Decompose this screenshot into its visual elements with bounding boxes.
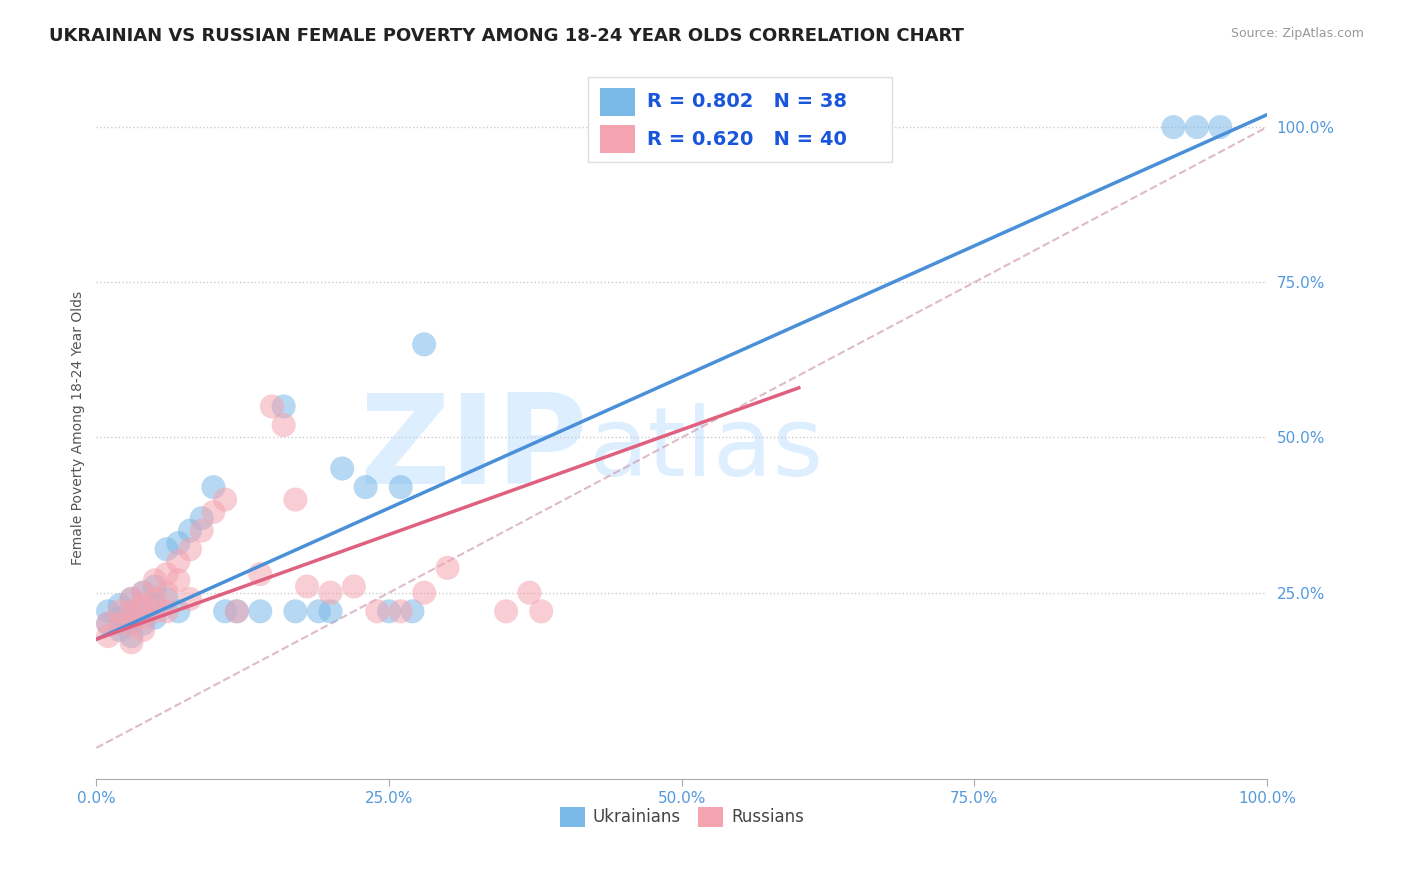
- Point: [413, 585, 436, 599]
- Point: [225, 604, 247, 618]
- Point: [132, 610, 155, 624]
- Point: [202, 505, 225, 519]
- Point: [143, 579, 166, 593]
- Point: [132, 616, 155, 631]
- Point: [108, 598, 131, 612]
- Point: [366, 604, 388, 618]
- Point: [413, 337, 436, 351]
- Point: [121, 635, 143, 649]
- FancyBboxPatch shape: [588, 78, 893, 161]
- Point: [308, 604, 330, 618]
- Text: ZIP: ZIP: [360, 389, 588, 509]
- Point: [343, 579, 366, 593]
- Point: [202, 480, 225, 494]
- Point: [143, 574, 166, 588]
- Point: [249, 567, 271, 582]
- Point: [132, 585, 155, 599]
- Point: [530, 604, 553, 618]
- Point: [108, 610, 131, 624]
- Text: Source: ZipAtlas.com: Source: ZipAtlas.com: [1230, 27, 1364, 40]
- Point: [225, 604, 247, 618]
- Point: [190, 511, 212, 525]
- Point: [167, 555, 190, 569]
- Point: [495, 604, 517, 618]
- Point: [97, 629, 120, 643]
- Point: [179, 542, 201, 557]
- Text: UKRAINIAN VS RUSSIAN FEMALE POVERTY AMONG 18-24 YEAR OLDS CORRELATION CHART: UKRAINIAN VS RUSSIAN FEMALE POVERTY AMON…: [49, 27, 965, 45]
- Point: [97, 616, 120, 631]
- Point: [284, 604, 307, 618]
- Point: [108, 623, 131, 637]
- Legend: Ukrainians, Russians: Ukrainians, Russians: [553, 800, 810, 834]
- Point: [155, 604, 177, 618]
- Y-axis label: Female Poverty Among 18-24 Year Olds: Female Poverty Among 18-24 Year Olds: [72, 291, 86, 566]
- Point: [121, 591, 143, 606]
- Point: [167, 574, 190, 588]
- Point: [330, 461, 353, 475]
- Point: [249, 604, 271, 618]
- Point: [179, 524, 201, 538]
- Text: R = 0.802   N = 38: R = 0.802 N = 38: [647, 93, 846, 112]
- Point: [155, 567, 177, 582]
- Point: [97, 604, 120, 618]
- Point: [389, 480, 412, 494]
- Point: [214, 492, 236, 507]
- Point: [167, 536, 190, 550]
- Point: [1185, 120, 1208, 134]
- Point: [108, 616, 131, 631]
- FancyBboxPatch shape: [600, 88, 636, 116]
- Point: [121, 591, 143, 606]
- Point: [1163, 120, 1185, 134]
- Point: [108, 604, 131, 618]
- Point: [214, 604, 236, 618]
- Point: [121, 604, 143, 618]
- Point: [273, 418, 295, 433]
- Point: [143, 604, 166, 618]
- Point: [167, 604, 190, 618]
- Point: [190, 524, 212, 538]
- Point: [121, 616, 143, 631]
- Point: [143, 591, 166, 606]
- Point: [389, 604, 412, 618]
- Point: [401, 604, 423, 618]
- Point: [132, 585, 155, 599]
- Point: [519, 585, 541, 599]
- Point: [97, 616, 120, 631]
- Point: [143, 598, 166, 612]
- Point: [155, 585, 177, 599]
- Point: [319, 604, 342, 618]
- Point: [436, 561, 458, 575]
- Point: [132, 604, 155, 618]
- Point: [319, 585, 342, 599]
- Point: [179, 591, 201, 606]
- Point: [155, 542, 177, 557]
- FancyBboxPatch shape: [600, 125, 636, 153]
- Point: [121, 629, 143, 643]
- Point: [132, 623, 155, 637]
- Point: [121, 616, 143, 631]
- Text: atlas: atlas: [588, 402, 823, 496]
- Point: [1209, 120, 1232, 134]
- Point: [354, 480, 377, 494]
- Point: [284, 492, 307, 507]
- Point: [273, 400, 295, 414]
- Text: R = 0.620   N = 40: R = 0.620 N = 40: [647, 129, 846, 149]
- Point: [378, 604, 401, 618]
- Point: [155, 591, 177, 606]
- Point: [143, 610, 166, 624]
- Point: [121, 604, 143, 618]
- Point: [295, 579, 318, 593]
- Point: [260, 400, 283, 414]
- Point: [132, 598, 155, 612]
